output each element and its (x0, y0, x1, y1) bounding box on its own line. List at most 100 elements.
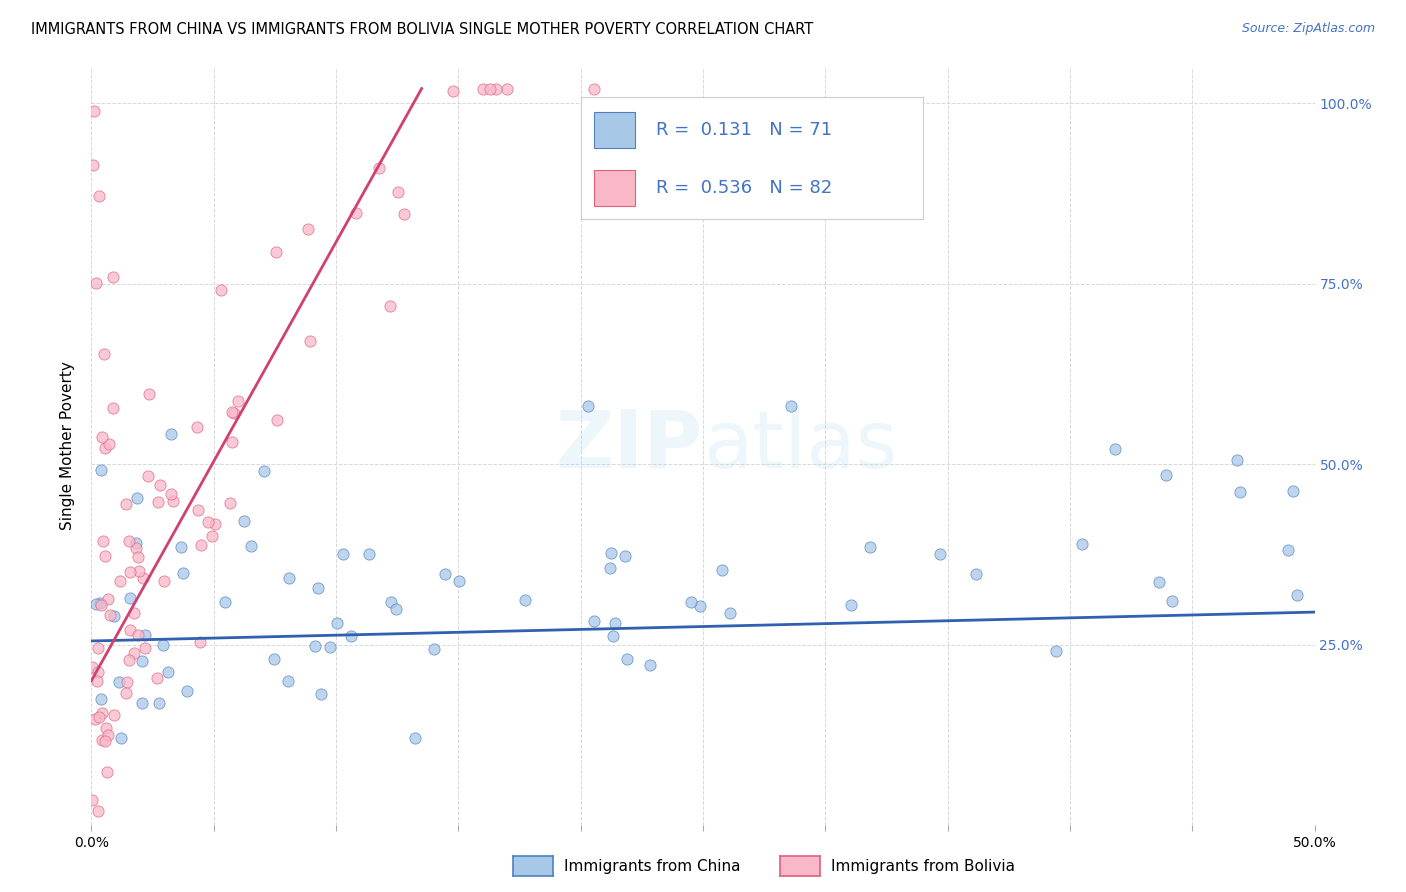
Point (80, 660, 103, 674)
Point (1286, 588, 1309, 602)
Point (1149, 575, 1171, 590)
Point (152, 574, 174, 588)
Point (157, 665, 180, 680)
Point (1226, 452, 1249, 467)
Point (859, 540, 882, 554)
Text: ZIP: ZIP (555, 407, 703, 485)
Point (82, 793, 104, 807)
Text: Immigrants from China: Immigrants from China (564, 859, 741, 873)
Point (169, 540, 191, 554)
Point (582, 81, 605, 95)
Point (152, 638, 174, 652)
Point (90, 733, 112, 747)
Point (264, 245, 287, 260)
Point (404, 731, 426, 746)
Point (96, 764, 118, 779)
Point (478, 81, 501, 95)
Point (1070, 536, 1092, 550)
Point (204, 516, 226, 531)
Point (583, 614, 606, 628)
Point (1277, 543, 1299, 558)
Point (83, 103, 105, 118)
Point (378, 299, 401, 313)
Point (332, 547, 354, 561)
Point (190, 538, 212, 552)
Y-axis label: Single Mother Poverty: Single Mother Poverty (60, 361, 76, 531)
Point (125, 491, 148, 505)
Point (513, 592, 536, 607)
Point (613, 549, 636, 563)
Point (91, 430, 114, 444)
Point (839, 598, 862, 612)
Point (359, 547, 381, 561)
Point (638, 658, 661, 673)
Point (94, 721, 117, 735)
Point (266, 413, 288, 427)
Point (188, 635, 211, 649)
Point (718, 606, 741, 620)
Point (221, 404, 243, 418)
Point (221, 434, 243, 449)
Point (127, 628, 149, 642)
Point (97, 437, 120, 451)
Point (103, 270, 125, 285)
Point (681, 595, 703, 609)
Text: Source: ZipAtlas.com: Source: ZipAtlas.com (1241, 22, 1375, 36)
Point (307, 581, 329, 595)
Point (441, 84, 464, 98)
Point (176, 683, 198, 698)
Point (278, 571, 301, 585)
Point (87, 641, 110, 656)
Point (124, 536, 146, 550)
Point (394, 207, 416, 221)
Point (226, 393, 249, 408)
Point (84, 597, 107, 611)
Point (114, 497, 136, 511)
Point (100, 607, 122, 622)
Point (84, 712, 107, 726)
Text: atlas: atlas (703, 407, 897, 485)
Point (115, 686, 138, 700)
Point (1282, 484, 1305, 499)
Point (90, 599, 112, 613)
Point (134, 640, 156, 655)
Point (146, 495, 169, 509)
Point (219, 496, 242, 510)
Point (97, 591, 120, 606)
Point (297, 222, 319, 236)
Point (110, 574, 132, 589)
Point (136, 468, 159, 483)
Point (326, 616, 349, 631)
Point (186, 419, 208, 434)
Point (97, 728, 120, 742)
Point (128, 564, 150, 578)
Point (311, 686, 333, 700)
Point (103, 707, 125, 722)
Point (103, 401, 125, 415)
Point (127, 550, 149, 565)
Point (132, 571, 155, 585)
Point (87, 189, 110, 203)
Point (118, 653, 141, 667)
Point (120, 591, 142, 605)
Point (122, 646, 145, 660)
Point (162, 494, 184, 508)
Point (103, 609, 125, 624)
Point (159, 487, 181, 501)
Point (340, 629, 363, 643)
Point (201, 529, 224, 543)
Point (87, 710, 110, 724)
Point (1161, 594, 1184, 608)
Point (433, 566, 456, 581)
Point (110, 731, 132, 746)
Point (149, 478, 172, 492)
Point (1229, 485, 1251, 500)
Point (711, 563, 734, 577)
Point (172, 566, 194, 581)
Text: Immigrants from Bolivia: Immigrants from Bolivia (831, 859, 1015, 873)
Point (929, 547, 952, 561)
Point (277, 674, 299, 689)
Text: IMMIGRANTS FROM CHINA VS IMMIGRANTS FROM BOLIVIA SINGLE MOTHER POVERTY CORRELATI: IMMIGRANTS FROM CHINA VS IMMIGRANTS FROM… (31, 22, 813, 37)
Point (90, 692, 112, 706)
Point (148, 697, 170, 711)
